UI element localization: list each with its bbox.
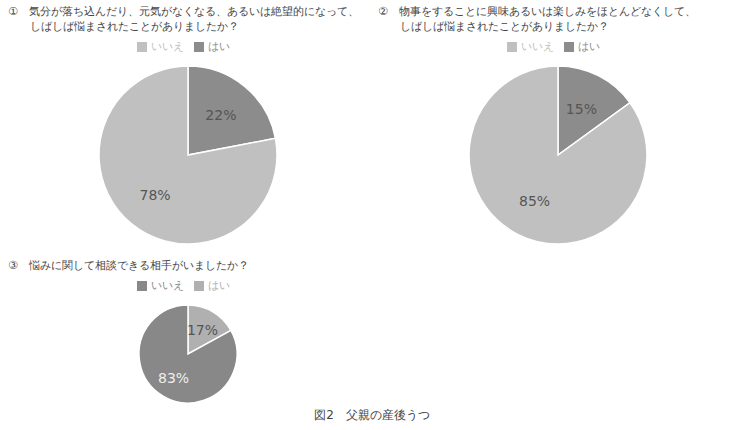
html-text:しばしば悩まされたことがありましたか？: しばしば悩まされたことがありましたか？ xyxy=(8,20,239,33)
svg-text:22%: 22% xyxy=(205,107,236,123)
svg-text:15%: 15% xyxy=(566,101,597,117)
html-text:いいえ: いいえ xyxy=(150,40,184,53)
html-text:図2 父親の産後うつ: 図2 父親の産後うつ xyxy=(314,408,430,422)
html-text:② 物事をすることに興味あるいは楽しみをほとんどなくして、: ② 物事をすることに興味あるいは楽しみをほとんどなくして、 xyxy=(378,5,696,18)
html-text:はい: はい xyxy=(577,40,600,53)
svg-text:78%: 78% xyxy=(140,187,171,203)
svg-text:85%: 85% xyxy=(519,193,550,209)
html-text:いいえ: いいえ xyxy=(520,40,554,53)
html-text:① 気分が落ち込んだり、元気がなくなる、あるいは絶望的になっ: ① 気分が落ち込んだり、元気がなくなる、あるいは絶望的になって、 xyxy=(8,5,359,18)
html-text:はい: はい xyxy=(207,40,230,53)
html-text:③ 悩みに関して相談できる相手がいましたか？: ③ 悩みに関して相談できる相手がいましたか？ xyxy=(8,259,249,272)
html-text:いいえ: いいえ xyxy=(150,279,184,292)
html-text:しばしば悩まされたことがありましたか？: しばしば悩まされたことがありましたか？ xyxy=(378,20,609,33)
svg-text:83%: 83% xyxy=(158,370,189,386)
svg-text:17%: 17% xyxy=(187,322,218,338)
html-text:はい: はい xyxy=(207,279,230,292)
